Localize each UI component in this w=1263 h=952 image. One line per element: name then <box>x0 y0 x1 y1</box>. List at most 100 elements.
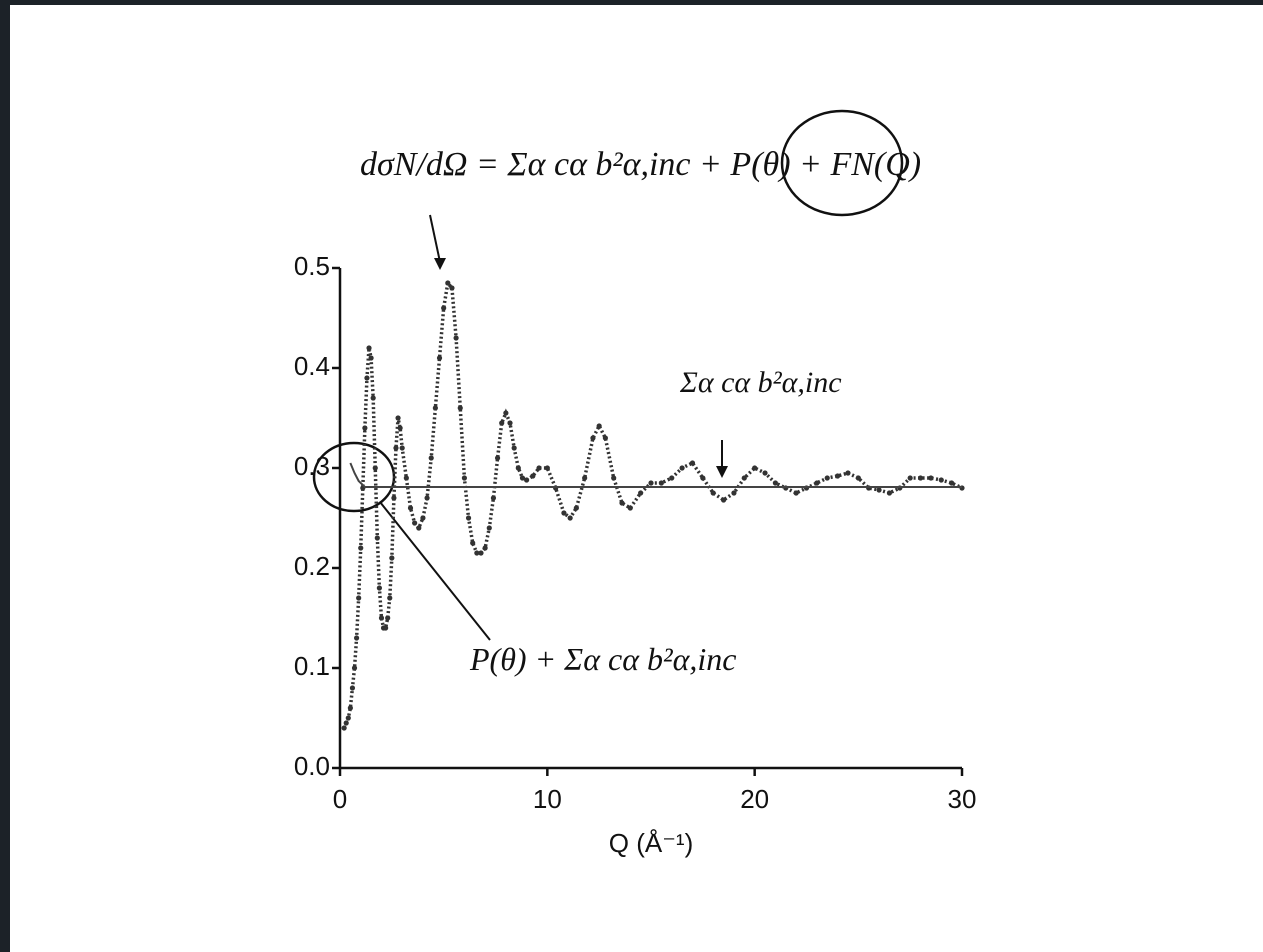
data-point <box>366 345 372 351</box>
data-point <box>378 615 385 621</box>
data-point <box>445 280 451 286</box>
x-tick-label: 20 <box>740 784 769 814</box>
data-point <box>762 470 768 476</box>
data-point <box>886 490 893 496</box>
y-tick-label: 0.3 <box>294 451 330 481</box>
data-point <box>376 585 382 591</box>
data-point <box>638 490 644 496</box>
data-point <box>383 625 389 631</box>
data-point <box>391 495 397 501</box>
data-point <box>949 480 955 486</box>
data-point <box>627 505 633 511</box>
data-point <box>928 475 934 481</box>
data-point <box>470 540 476 546</box>
data-point <box>387 595 393 601</box>
data-point <box>457 405 463 411</box>
background-annotation: P(θ) + Σα cα b²α,inc <box>469 641 736 677</box>
data-point <box>353 635 360 641</box>
data-point <box>536 465 542 471</box>
y-tick-label: 0.0 <box>294 751 330 781</box>
data-point <box>374 535 380 541</box>
data-point <box>424 495 430 501</box>
data-point <box>395 415 401 421</box>
x-axis-title: Q (Å⁻¹) <box>609 828 694 858</box>
y-tick-label: 0.4 <box>294 351 330 381</box>
data-point <box>845 470 851 476</box>
data-point <box>835 473 841 479</box>
data-point <box>648 480 654 486</box>
data-point <box>669 475 675 481</box>
data-point <box>907 475 913 481</box>
y-tick-label: 0.2 <box>294 551 330 581</box>
x-tick-label: 30 <box>948 784 977 814</box>
data-point <box>544 465 550 471</box>
data-point <box>524 477 530 483</box>
data-point <box>385 615 391 621</box>
data-point <box>602 435 608 441</box>
y-tick-label: 0.5 <box>294 251 330 281</box>
data-point <box>917 475 924 481</box>
data-point <box>507 420 513 426</box>
data-point <box>596 423 602 429</box>
data-point <box>482 545 488 551</box>
data-point <box>530 473 536 479</box>
data-point <box>486 525 492 531</box>
data-point <box>368 355 374 361</box>
data-point <box>814 480 820 486</box>
data-point <box>465 515 472 521</box>
data-point <box>436 355 443 361</box>
data-point <box>938 477 944 483</box>
data-point <box>397 425 403 431</box>
data-point <box>370 395 376 401</box>
data-point <box>679 465 685 471</box>
data-point <box>793 490 799 496</box>
data-point <box>511 445 517 451</box>
annotation-line <box>379 501 491 641</box>
figure-frame <box>10 5 1263 952</box>
data-point <box>420 515 426 521</box>
data-point <box>567 515 573 521</box>
data-point <box>658 480 664 486</box>
reference-line <box>349 462 962 488</box>
data-point <box>515 465 521 471</box>
data-point <box>407 505 414 511</box>
data-point <box>412 520 418 526</box>
data-point <box>752 465 758 471</box>
x-tick-label: 10 <box>533 784 562 814</box>
data-point <box>403 475 409 481</box>
data-point <box>341 725 347 731</box>
data-point <box>573 505 579 511</box>
data-point <box>561 510 567 516</box>
data-point <box>619 500 625 506</box>
data-point <box>478 550 484 556</box>
equation-annotation: dσN/dΩ = Σα cα b²α,inc + P(θ) + FN(Q) <box>360 146 921 183</box>
data-point <box>428 455 434 461</box>
data-point <box>416 525 422 531</box>
data-point <box>399 445 405 451</box>
data-point <box>689 460 696 466</box>
data-point <box>358 545 364 551</box>
data-point <box>347 705 353 711</box>
data-point <box>389 555 395 561</box>
data-point <box>449 285 455 291</box>
data-point <box>474 550 480 556</box>
data-point <box>432 405 438 411</box>
data-point <box>876 487 882 493</box>
data-point <box>372 465 378 471</box>
arrow-head <box>434 258 446 270</box>
data-point <box>441 305 447 311</box>
data-point <box>700 475 706 481</box>
data-point <box>461 475 467 481</box>
data-point <box>349 685 356 691</box>
data-point <box>345 715 351 721</box>
data-point <box>494 455 501 461</box>
data-point <box>364 375 370 381</box>
data-point <box>519 475 526 481</box>
data-point <box>855 475 861 481</box>
data-point <box>582 475 588 481</box>
data-point <box>731 490 737 496</box>
sum-annotation: Σα cα b²α,inc <box>679 366 842 399</box>
data-point <box>453 335 459 341</box>
data-point <box>490 495 497 501</box>
annotation-arrow <box>429 214 441 263</box>
